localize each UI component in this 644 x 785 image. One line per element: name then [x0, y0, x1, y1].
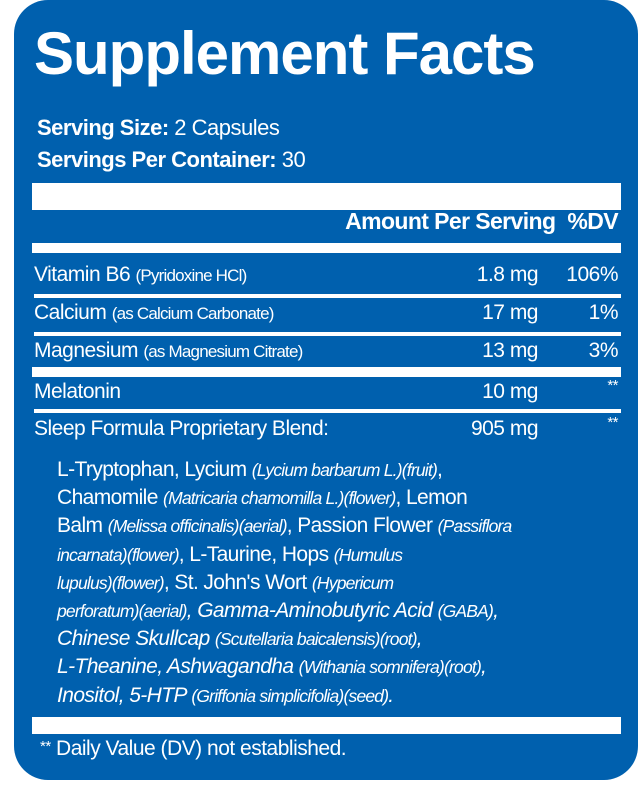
- servings-per-container-label: Servings Per Container:: [37, 147, 277, 172]
- ingredient-line: Chinese Skullcap (Scutellaria baicalensi…: [57, 625, 512, 653]
- ingredient-botanical: (Withania somnifera)(root): [298, 657, 482, 678]
- nutrient-dv: **: [607, 377, 618, 394]
- divider: [34, 409, 621, 413]
- footnote-text: Daily Value (DV) not established.: [50, 737, 347, 760]
- ingredient-line: Chamomile (Matricaria chamomilla L.)(flo…: [57, 484, 512, 512]
- ingredient-botanical: (Griffonia simplicifolia)(seed): [191, 685, 389, 706]
- ingredient-list: L-Tryptophan, Lycium (Lycium barbarum L.…: [57, 456, 512, 710]
- ingredient-text: Chamomile: [57, 486, 164, 510]
- ingredient-line: Inositol, 5-HTP (Griffonia simplicifolia…: [57, 682, 512, 710]
- ingredient-botanical: lupulus)(flower): [57, 572, 165, 593]
- ingredient-text: Balm: [57, 514, 108, 538]
- nutrient-amount: 17 mg: [482, 301, 538, 324]
- ingredient-botanical: (Matricaria chamomilla L.)(flower): [163, 488, 396, 509]
- ingredient-text: , Lemon: [395, 486, 468, 510]
- ingredient-text: ,: [416, 627, 423, 651]
- nutrient-name: Magnesium: [34, 339, 139, 362]
- ingredient-line: L-Theanine, Ashwagandha (Withania somnif…: [57, 653, 512, 681]
- ingredient-text: Chinese Skullcap: [57, 627, 215, 651]
- nutrient-amount: 905 mg: [470, 417, 539, 440]
- serving-size: Serving Size: 2 Capsules: [37, 115, 280, 141]
- footnote: ** Daily Value (DV) not established.: [40, 737, 347, 761]
- supplement-facts-panel: [14, 0, 638, 780]
- nutrient-name: Melatonin: [34, 380, 121, 403]
- panel-title: Supplement Facts: [34, 20, 536, 87]
- ingredient-text: ,: [480, 655, 487, 679]
- ingredient-line: lupulus)(flower), St. John's Wort (Hyper…: [57, 569, 512, 597]
- ingredient-botanical: (Scutellaria baicalensis)(root): [214, 629, 418, 650]
- nutrient-dv: 3%: [588, 339, 619, 362]
- ingredient-text: , Gamma-Aminobutyric Acid: [186, 599, 438, 623]
- ingredient-text: , St. John's Wort: [163, 570, 312, 594]
- servings-per-container: Servings Per Container: 30: [37, 147, 306, 173]
- amount-header: Amount Per Serving: [345, 208, 556, 234]
- ingredient-botanical: (Hypericum: [311, 572, 394, 593]
- ingredient-text: , Passion Flower: [286, 514, 438, 538]
- dv-header: %DV: [567, 208, 618, 234]
- nutrient-dv: **: [607, 414, 618, 431]
- ingredient-botanical: incarnata)(flower): [57, 544, 180, 565]
- nutrient-row: Melatonin 10 mg **: [34, 377, 618, 407]
- nutrient-dv: 1%: [588, 301, 619, 324]
- footnote-mark: **: [40, 738, 51, 755]
- nutrient-name: Calcium: [34, 301, 107, 324]
- nutrient-row: Magnesium (as Magnesium Citrate) 13 mg 3%: [34, 336, 619, 366]
- column-header: Amount Per Serving %DV: [345, 208, 619, 235]
- ingredient-text: , L-Taurine, Hops: [178, 542, 334, 566]
- ingredient-botanical: perforatum)(aerial): [57, 601, 188, 622]
- ingredient-text: L-Tryptophan, Lycium: [57, 458, 252, 481]
- ingredient-botanical: (GABA): [437, 601, 494, 622]
- nutrient-name: Vitamin B6: [34, 263, 131, 286]
- ingredient-text: ,: [493, 599, 499, 623]
- ingredient-botanical: (Humulus: [333, 544, 403, 565]
- nutrient-dv: 106%: [566, 263, 618, 286]
- nutrient-amount: 10 mg: [482, 380, 538, 403]
- nutrient-row: Vitamin B6 (Pyridoxine HCl) 1.8 mg 106%: [34, 260, 618, 290]
- divider-thick: [32, 183, 621, 210]
- ingredient-botanical: (Passiflora: [437, 516, 513, 537]
- nutrient-source: (as Calcium Carbonate): [111, 304, 275, 323]
- nutrient-amount: 13 mg: [482, 339, 538, 362]
- ingredient-botanical: (Lycium barbarum L.)(fruit): [251, 460, 438, 480]
- nutrient-row: Sleep Formula Proprietary Blend: 905 mg **: [34, 414, 618, 444]
- divider-thick: [32, 367, 621, 377]
- nutrient-source: (as Magnesium Citrate): [143, 342, 303, 361]
- nutrient-name: Sleep Formula Proprietary Blend:: [34, 417, 329, 440]
- ingredient-text: L-Theanine, Ashwagandha: [57, 655, 299, 679]
- divider: [34, 294, 621, 298]
- nutrient-row: Calcium (as Calcium Carbonate) 17 mg 1%: [34, 298, 619, 328]
- divider-thick: [32, 243, 621, 253]
- ingredient-line: Balm (Melissa officinalis)(aerial), Pass…: [57, 512, 512, 540]
- ingredient-text: .: [388, 683, 394, 707]
- nutrient-source: (Pyridoxine HCl): [135, 266, 248, 285]
- ingredient-text: ,: [436, 458, 443, 481]
- ingredient-line: perforatum)(aerial), Gamma-Aminobutyric …: [57, 597, 512, 625]
- ingredient-line: incarnata)(flower), L-Taurine, Hops (Hum…: [57, 541, 512, 569]
- servings-per-container-value: 30: [281, 147, 306, 172]
- ingredient-botanical: (Melissa officinalis)(aerial): [107, 516, 288, 537]
- divider-thick: [32, 717, 621, 734]
- divider: [34, 332, 621, 336]
- nutrient-amount: 1.8 mg: [476, 263, 539, 286]
- serving-size-value: 2 Capsules: [174, 115, 280, 140]
- serving-size-label: Serving Size:: [37, 115, 169, 140]
- ingredient-line: L-Tryptophan, Lycium (Lycium barbarum L.…: [57, 456, 512, 484]
- ingredient-text: Inositol, 5-HTP: [57, 683, 192, 707]
